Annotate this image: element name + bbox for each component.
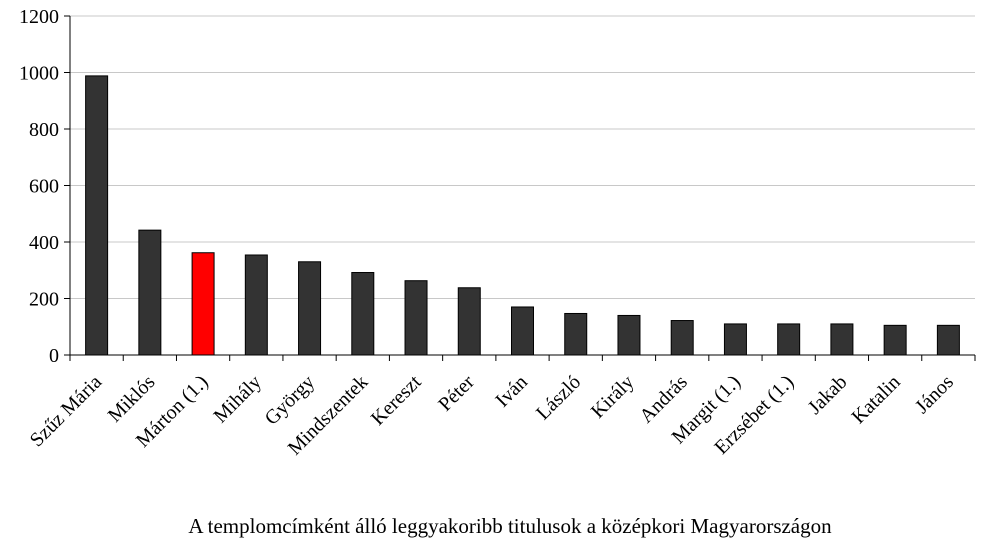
x-label-15: Katalin: [847, 371, 904, 428]
bar-3: [244, 254, 268, 356]
x-label-14: Jakab: [804, 371, 852, 419]
y-tick-label-400: 400: [29, 232, 59, 254]
bar-5: [351, 272, 375, 356]
bar-12: [723, 323, 747, 356]
gridlines: [70, 15, 975, 299]
bar-10: [617, 314, 641, 356]
x-label-10: Király: [587, 371, 639, 423]
bar-15: [883, 324, 907, 356]
bar-14: [830, 323, 854, 356]
y-tick-label-0: 0: [49, 345, 59, 367]
bar-6: [404, 280, 428, 356]
bar-0: [85, 75, 109, 356]
bar-1: [138, 229, 162, 356]
bar-2: [191, 252, 215, 356]
x-label-6: Kereszt: [367, 371, 426, 430]
x-label-0: Szűz Mária: [26, 371, 106, 451]
bars: [69, 75, 976, 361]
bar-16: [936, 324, 960, 356]
bar-11: [670, 320, 694, 356]
y-axis: 0 200 400 600 800 1000 1200: [19, 6, 975, 367]
bar-13: [777, 323, 801, 356]
x-label-3: Mihály: [209, 371, 265, 427]
x-label-9: László: [532, 371, 585, 424]
y-tick-label-800: 800: [29, 119, 59, 141]
bar-7: [457, 287, 481, 356]
x-label-8: Iván: [491, 371, 532, 412]
y-tick-label-1200: 1200: [19, 6, 59, 28]
y-tick-label-600: 600: [29, 176, 59, 198]
x-label-16: János: [911, 371, 958, 418]
x-label-7: Péter: [434, 371, 479, 416]
y-tick-label-200: 200: [29, 289, 59, 311]
chart-caption: A templomcímként álló leggyakoribb titul…: [188, 514, 832, 538]
bar-9: [564, 312, 588, 356]
y-tick-label-1000: 1000: [19, 63, 59, 85]
bar-8: [511, 306, 534, 356]
bar-4: [298, 261, 322, 356]
